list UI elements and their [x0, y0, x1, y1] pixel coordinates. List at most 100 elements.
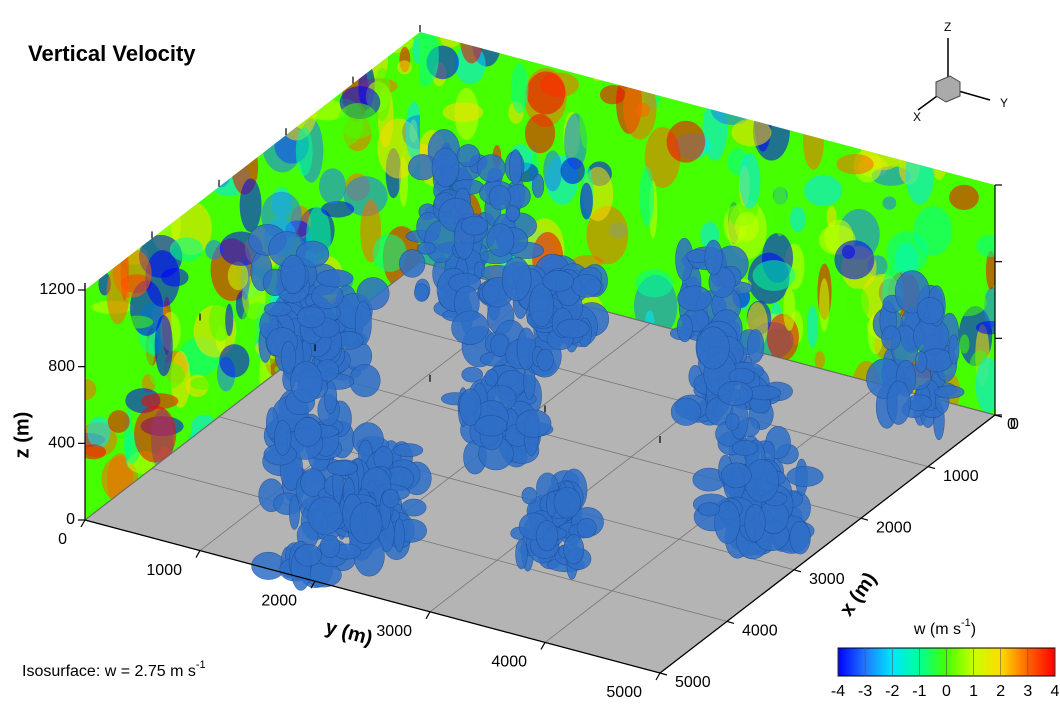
isosurface-blob: [747, 329, 763, 362]
wall-patch: [225, 304, 233, 337]
wall-patch: [89, 206, 105, 268]
wall-patch: [278, 9, 291, 66]
isosurface-blob: [721, 463, 751, 488]
wall-patch: [881, 79, 893, 142]
wall-patch: [249, 117, 283, 144]
wall-patch: [910, 19, 945, 66]
wall-patch: [787, 95, 826, 109]
isosurface-blob: [308, 497, 343, 535]
wall-patch: [255, 3, 275, 65]
wall-patch: [857, 57, 872, 91]
isosurface-blob: [509, 150, 522, 185]
wall-patch: [960, 334, 970, 353]
isosurface-blob: [316, 270, 353, 287]
wall-patch: [128, 83, 159, 96]
wall-patch: [905, 142, 934, 205]
isosurface-blob: [462, 367, 483, 382]
x-tick: [928, 467, 935, 469]
wall-patch: [639, 166, 654, 226]
z-tick-label: 800: [48, 358, 75, 375]
colorbar-tick-label: 1: [969, 683, 978, 700]
wall-patch: [800, 96, 823, 134]
isosurface-blob: [264, 302, 291, 316]
annotation: Isosurface: w = 2.75 m s-1: [22, 659, 206, 680]
wall-patch: [185, 120, 216, 139]
colorbar-label: w (m s-1): [913, 617, 976, 638]
isosurface-blob: [350, 502, 382, 543]
wall-patch: [69, 156, 104, 197]
isosurface-blob: [532, 174, 544, 198]
wall-patch: [871, 51, 911, 87]
wall-patch: [753, 260, 796, 291]
chart: 040080012000z (m)010002000300040005000y …: [0, 0, 1060, 705]
isosurface-blob: [537, 349, 554, 370]
wall-patch: [957, 35, 998, 52]
isosurface-blob: [489, 185, 511, 210]
wall-patch: [170, 237, 203, 261]
y-tick: [196, 551, 200, 558]
wall-patch: [397, 60, 412, 74]
wall-patch: [526, 71, 565, 114]
wall-patch: [245, 83, 255, 99]
wall-patch: [636, 103, 651, 117]
wall-patch: [240, 178, 262, 232]
wall-patch: [810, 40, 846, 62]
isosurface-blob: [417, 242, 435, 254]
wall-patch: [865, 86, 908, 121]
y-tick: [81, 520, 85, 527]
isosurface-blob: [350, 364, 381, 397]
wall-patch: [476, 81, 489, 102]
wall-patch: [115, 108, 132, 123]
wall-patch: [74, 90, 96, 103]
wall-patch: [98, 164, 128, 198]
wall-patch: [212, 116, 220, 139]
wall-patch: [617, 44, 633, 89]
x-tick-label: 1000: [943, 468, 979, 485]
y-label: y (m): [323, 616, 375, 650]
wall-patch: [974, 89, 999, 117]
wall-patch: [574, 38, 608, 70]
wall-patch: [284, 39, 326, 55]
wall-patch: [876, 81, 891, 120]
annotation-sup: -1: [196, 659, 206, 671]
wall-patch: [949, 185, 979, 210]
wall-patch: [225, 113, 235, 158]
wall-patch: [846, 288, 869, 323]
wall-patch: [344, 15, 356, 59]
colorbar-tick-label: -1: [912, 683, 926, 700]
y-tick-label: 4000: [491, 654, 527, 671]
wall-patch: [251, 33, 279, 45]
wall-patch: [882, 196, 896, 209]
wall-patch: [887, 87, 910, 135]
isosurface-blob: [289, 496, 299, 530]
isosurface-blob: [401, 499, 426, 516]
wall-patch: [771, 52, 795, 75]
colorbar-label-text: w (m s: [913, 621, 961, 638]
wall-patch: [234, 113, 269, 158]
isosurface-blob: [697, 327, 730, 369]
colorbar-tick-label: -2: [885, 683, 899, 700]
x-tick-label: 5000: [675, 674, 711, 691]
wall-patch: [210, 153, 231, 187]
wall-patch: [739, 153, 760, 209]
wall-patch: [635, 270, 673, 298]
isosurface-blob: [399, 250, 425, 278]
isosurface-blob: [536, 521, 558, 551]
wall-patch: [258, 55, 267, 107]
y-tick: [656, 673, 660, 680]
wall-patch: [958, 118, 982, 134]
wall-patch: [661, 30, 669, 93]
wall-patch: [206, 119, 247, 134]
wall-patch: [568, 21, 605, 46]
isosurface-blob: [382, 489, 399, 507]
wall-patch: [103, 146, 126, 198]
isosurface-blob: [475, 415, 507, 436]
wall-patch: [741, 47, 761, 101]
wall-patch: [855, 32, 867, 90]
wall-patch: [296, 127, 313, 176]
wall-patch: [525, 114, 555, 153]
isosurface-blob: [882, 326, 901, 350]
wall-patch: [101, 166, 122, 194]
wall-patch: [704, 57, 730, 106]
wall-patch: [927, 123, 962, 151]
